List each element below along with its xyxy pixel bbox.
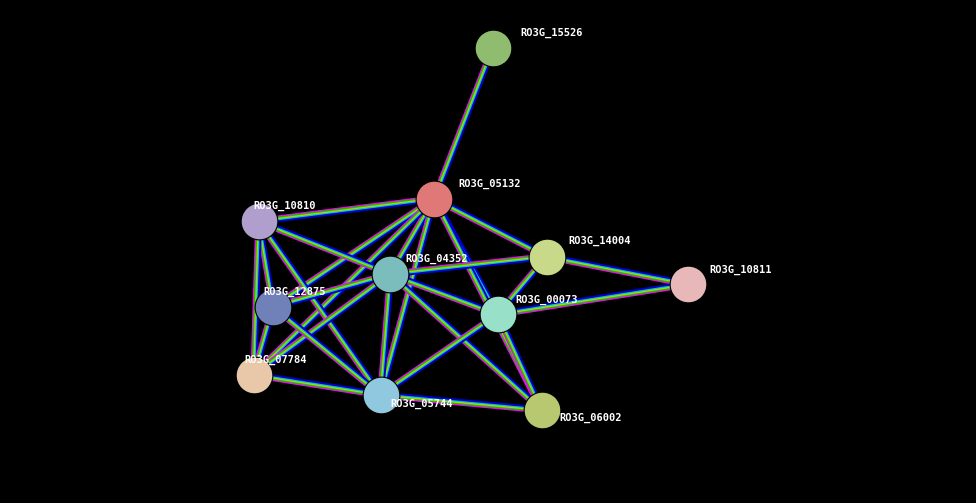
Point (251, 217, 266, 225)
Text: RO3G_05132: RO3G_05132 (459, 179, 521, 189)
Point (539, 253, 554, 261)
Point (534, 406, 549, 414)
Point (490, 310, 506, 318)
Text: RO3G_05744: RO3G_05744 (390, 399, 453, 409)
Text: RO3G_00073: RO3G_00073 (515, 295, 578, 305)
Text: RO3G_10811: RO3G_10811 (710, 265, 772, 275)
Text: RO3G_15526: RO3G_15526 (520, 28, 583, 38)
Point (265, 303, 281, 311)
Point (373, 391, 388, 399)
Point (680, 280, 696, 288)
Text: RO3G_10810: RO3G_10810 (254, 201, 316, 211)
Point (246, 371, 262, 379)
Point (427, 195, 442, 203)
Text: RO3G_04352: RO3G_04352 (405, 254, 468, 264)
Text: RO3G_14004: RO3G_14004 (568, 236, 630, 246)
Text: RO3G_12875: RO3G_12875 (264, 287, 326, 297)
Point (383, 270, 398, 278)
Text: RO3G_06002: RO3G_06002 (559, 413, 622, 423)
Point (485, 44, 501, 52)
Text: RO3G_07784: RO3G_07784 (244, 355, 306, 365)
